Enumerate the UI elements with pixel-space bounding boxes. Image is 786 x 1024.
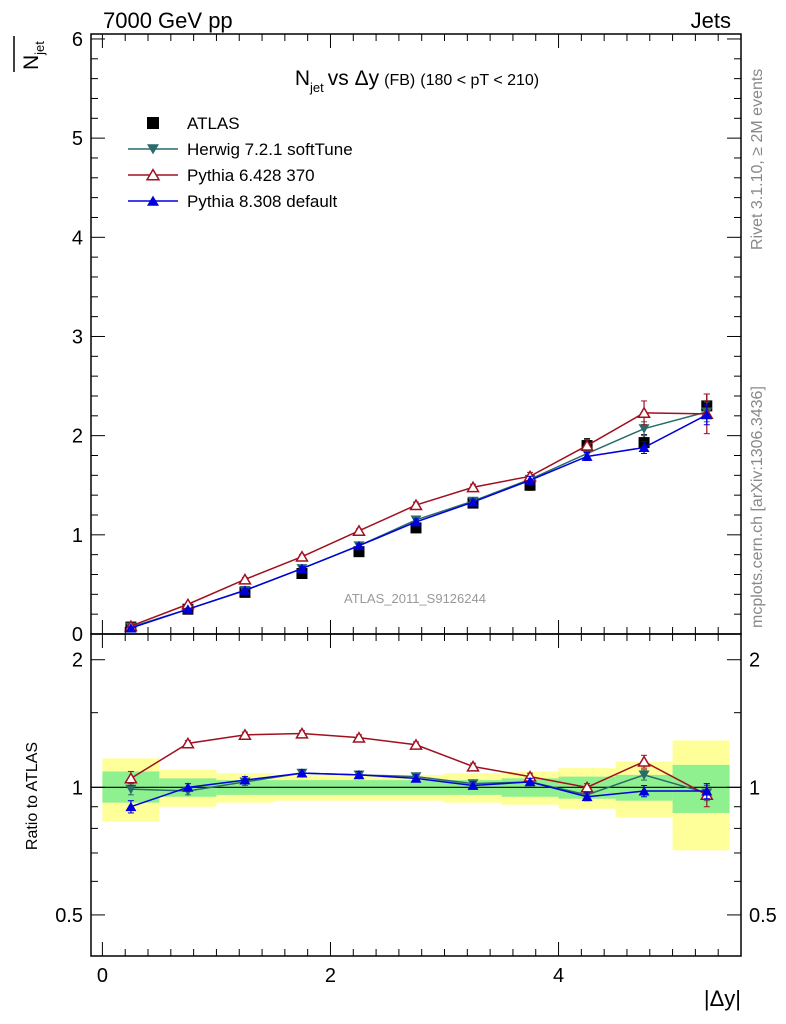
ratio-ytick-label-left: 2: [72, 650, 83, 672]
main-point: [125, 623, 137, 633]
ratio-point: [467, 780, 479, 790]
main-point: [581, 451, 593, 461]
main-ytick-label: 3: [72, 326, 83, 348]
ratio-point: [182, 782, 194, 792]
ratio-point: [580, 780, 594, 793]
ratio-point: [701, 786, 713, 796]
xtick-label: 2: [325, 965, 336, 987]
main-point: [353, 540, 365, 551]
main-point: [296, 568, 308, 580]
legend-label: ATLAS: [187, 114, 240, 133]
main-point: [353, 546, 365, 558]
ratio-series-layer: [124, 727, 714, 814]
main-point: [409, 498, 423, 511]
ratio-point: [353, 769, 365, 780]
main-point: [296, 563, 308, 573]
ratio-point: [295, 727, 309, 739]
band-inner: [672, 764, 730, 813]
side-label-top: Rivet 3.1.10, ≥ 2M events: [749, 69, 766, 250]
legend-marker: [145, 168, 161, 181]
header-left: 7000 GeV pp: [103, 8, 233, 33]
legend-label: Herwig 7.2.1 softTune: [187, 140, 353, 159]
ylabel-sub: jet: [32, 41, 47, 56]
panel-frames: [90, 33, 742, 957]
header-right: Jets: [691, 8, 731, 33]
ratio-point: [524, 776, 536, 787]
title-fb: (FB): [384, 72, 415, 89]
ratio-ytick-label-left: 0.5: [55, 905, 83, 927]
ratio-point: [124, 771, 138, 784]
main-ytick-label: 5: [72, 128, 83, 150]
ratio-frame: [90, 633, 742, 957]
main-ytick-label: 0: [72, 624, 83, 646]
main-point: [410, 516, 422, 527]
legend-label: Pythia 8.308 default: [187, 192, 338, 211]
main-ytick-label: 1: [72, 525, 83, 547]
main-point: [238, 573, 252, 585]
main-point: [467, 497, 479, 507]
main-point: [524, 475, 536, 485]
main-point: [524, 479, 536, 491]
main-point: [638, 424, 650, 434]
main-point: [352, 524, 366, 537]
ratio-point: [125, 801, 137, 812]
main-point: [580, 439, 594, 451]
plot-title: Njet vs Δy (FB) (180 < pT < 210): [295, 67, 539, 95]
legend-marker: [147, 144, 159, 155]
main-ytick-label: 6: [72, 29, 83, 51]
main-point: [182, 604, 194, 614]
main-ylabel: Njet: [20, 41, 47, 70]
xtick-label: 4: [553, 965, 564, 987]
main-point: [638, 442, 650, 452]
title-cut: (180 < pT < 210): [420, 72, 539, 89]
legend: ATLAS Herwig 7.2.1 softTune Pythia 6.428 3…: [128, 114, 353, 211]
ratio-ylabel: Ratio to ATLAS: [24, 742, 41, 850]
side-label-bottom: mcplots.cern.ch [arXiv:1306.3436]: [749, 386, 766, 628]
ratio-ytick-label-right: 1: [749, 777, 760, 799]
axis-ticks-and-labels: 0 1 2 3 4 5 6 0 2 4 0.5 0.5 1 1 2 2: [55, 29, 777, 987]
main-point: [466, 480, 480, 493]
legend-marker: [147, 117, 159, 129]
ratio-xlabel: |Δy|: [704, 986, 741, 1011]
title-vs: vs Δy: [328, 67, 380, 90]
legend-marker: [147, 195, 159, 206]
ratio-point: [125, 784, 137, 795]
main-series-layer: [124, 393, 714, 633]
ratio-point: [466, 760, 480, 772]
ratio-ytick-label-left: 1: [72, 777, 83, 799]
ratio-point: [638, 770, 650, 780]
legend-label: Pythia 6.428 370: [187, 166, 315, 185]
ratio-point: [637, 755, 651, 767]
ratio-point: [409, 738, 423, 750]
ratio-ytick-label-right: 0.5: [749, 905, 777, 927]
ratio-point: [352, 731, 366, 743]
watermark: ATLAS_2011_S9126244: [344, 591, 486, 606]
ratio-point: [238, 728, 252, 740]
title-sub: jet: [309, 80, 324, 95]
main-point: [637, 406, 651, 418]
main-ytick-label: 4: [72, 227, 83, 249]
ratio-point: [239, 775, 251, 785]
main-point: [295, 550, 309, 562]
ratio-point: [296, 768, 308, 778]
ratio-point: [581, 791, 593, 802]
ratio-point: [410, 773, 422, 783]
ylabel-n: N: [20, 55, 43, 70]
main-point: [701, 409, 713, 420]
xtick-label: 0: [97, 965, 108, 987]
main-point: [410, 522, 422, 534]
main-point: [239, 585, 251, 595]
main-ytick-label: 2: [72, 426, 83, 448]
ratio-point: [181, 736, 195, 749]
ratio-point: [638, 786, 650, 796]
ratio-ytick-label-right: 2: [749, 650, 760, 672]
title-n: N: [295, 67, 310, 90]
